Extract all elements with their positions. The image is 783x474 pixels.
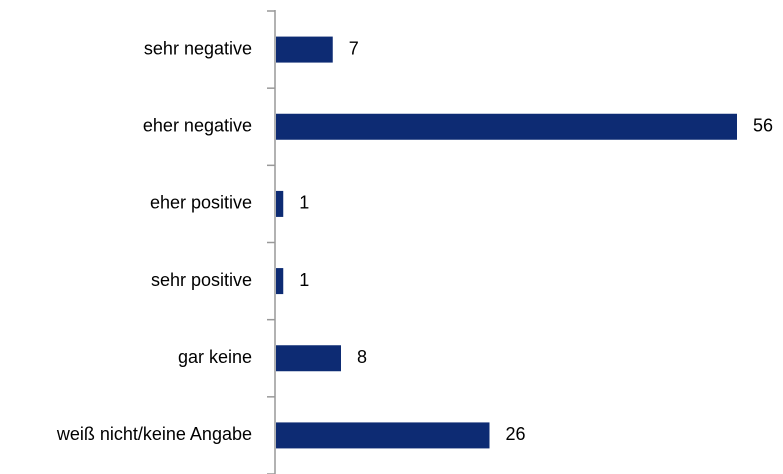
category-label: eher positive — [150, 193, 252, 213]
category-label: sehr negative — [144, 38, 252, 58]
bar — [276, 345, 341, 372]
bar — [276, 268, 284, 295]
bar — [276, 36, 333, 63]
bar — [276, 190, 284, 217]
value-label: 7 — [349, 38, 359, 58]
category-label: sehr positive — [151, 270, 252, 290]
value-label: 56 — [753, 116, 773, 136]
bar — [276, 422, 490, 449]
category-label: weiß nicht/keine Angabe — [56, 424, 252, 444]
value-label: 1 — [299, 270, 309, 290]
category-label: eher negative — [143, 116, 252, 136]
value-label: 8 — [357, 347, 367, 367]
category-label: gar keine — [178, 347, 252, 367]
bar — [276, 113, 737, 140]
value-label: 1 — [299, 193, 309, 213]
value-label: 26 — [506, 424, 526, 444]
